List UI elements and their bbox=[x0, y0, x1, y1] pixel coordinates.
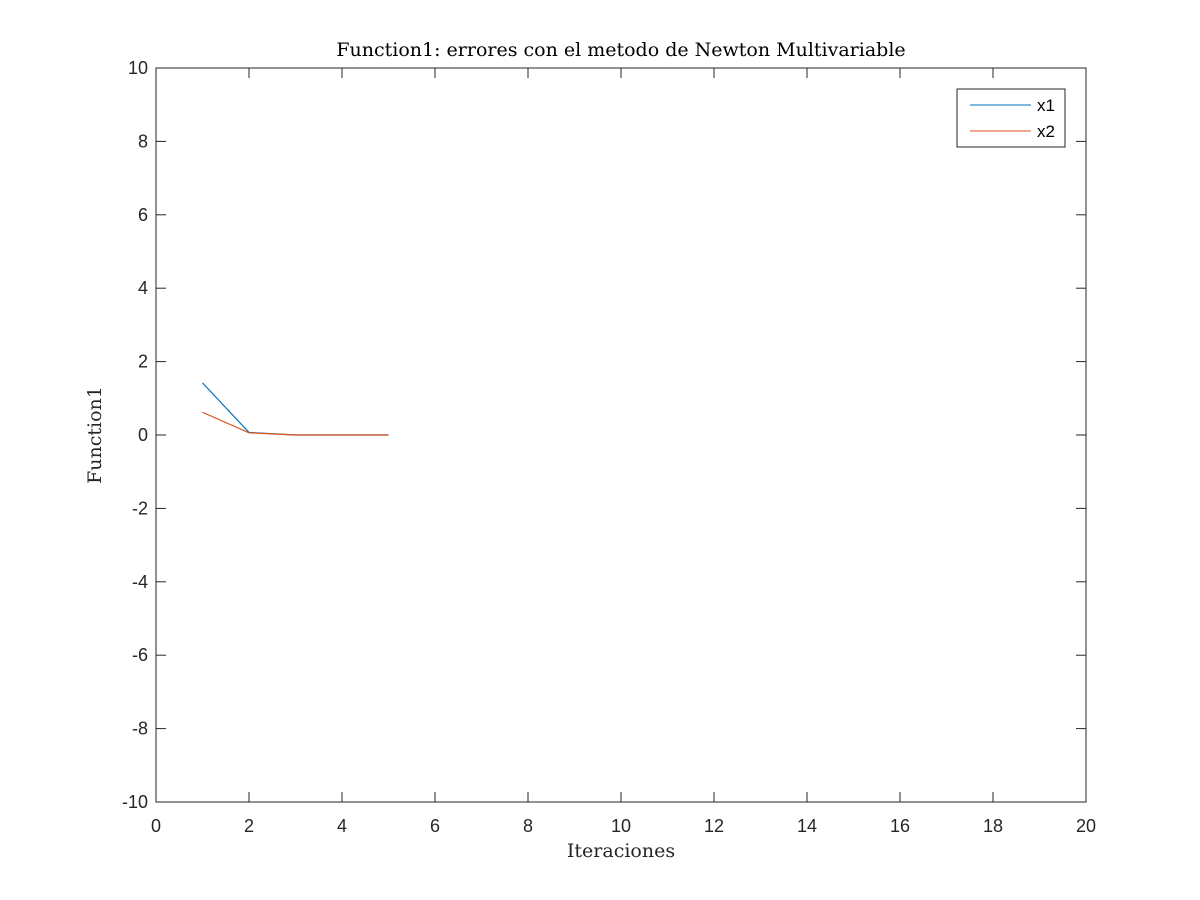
x-tick-label: 4 bbox=[337, 816, 347, 836]
chart-title: Function1: errores con el metodo de Newt… bbox=[336, 39, 905, 61]
x-tick-label: 14 bbox=[797, 816, 817, 836]
y-tick-label: 0 bbox=[138, 425, 148, 445]
y-tick-label: 4 bbox=[138, 278, 148, 298]
legend: x1 x2 bbox=[956, 88, 1066, 148]
y-tick-label: -6 bbox=[132, 645, 148, 665]
x-tick-label: 10 bbox=[611, 816, 631, 836]
x-tick-label: 6 bbox=[430, 816, 440, 836]
x-tick-label: 8 bbox=[523, 816, 533, 836]
x-tick-label: 20 bbox=[1076, 816, 1096, 836]
y-tick-label: 6 bbox=[138, 205, 148, 225]
x-tick-label: 12 bbox=[704, 816, 724, 836]
ticks-layer bbox=[155, 67, 1087, 803]
series-line-x2 bbox=[202, 411, 389, 436]
x-tick-label: 2 bbox=[244, 816, 254, 836]
legend-box bbox=[956, 88, 1066, 148]
legend-label-x2: x2 bbox=[1037, 122, 1055, 141]
series-layer bbox=[202, 382, 389, 436]
x-tick-label: 16 bbox=[890, 816, 910, 836]
y-tick-label: -2 bbox=[132, 498, 148, 518]
y-axis-label: Function1 bbox=[84, 386, 106, 484]
y-tick-label: -10 bbox=[122, 792, 148, 812]
y-tick-label: 2 bbox=[138, 352, 148, 372]
y-tick-label: 10 bbox=[128, 58, 148, 78]
y-tick-label: -8 bbox=[132, 719, 148, 739]
y-tick-label: -4 bbox=[132, 572, 148, 592]
y-tick-label: 8 bbox=[138, 131, 148, 151]
x-tick-label: 18 bbox=[983, 816, 1003, 836]
x-axis-label: Iteraciones bbox=[567, 840, 675, 862]
x-tick-label: 0 bbox=[151, 816, 161, 836]
legend-label-x1: x1 bbox=[1037, 96, 1055, 115]
